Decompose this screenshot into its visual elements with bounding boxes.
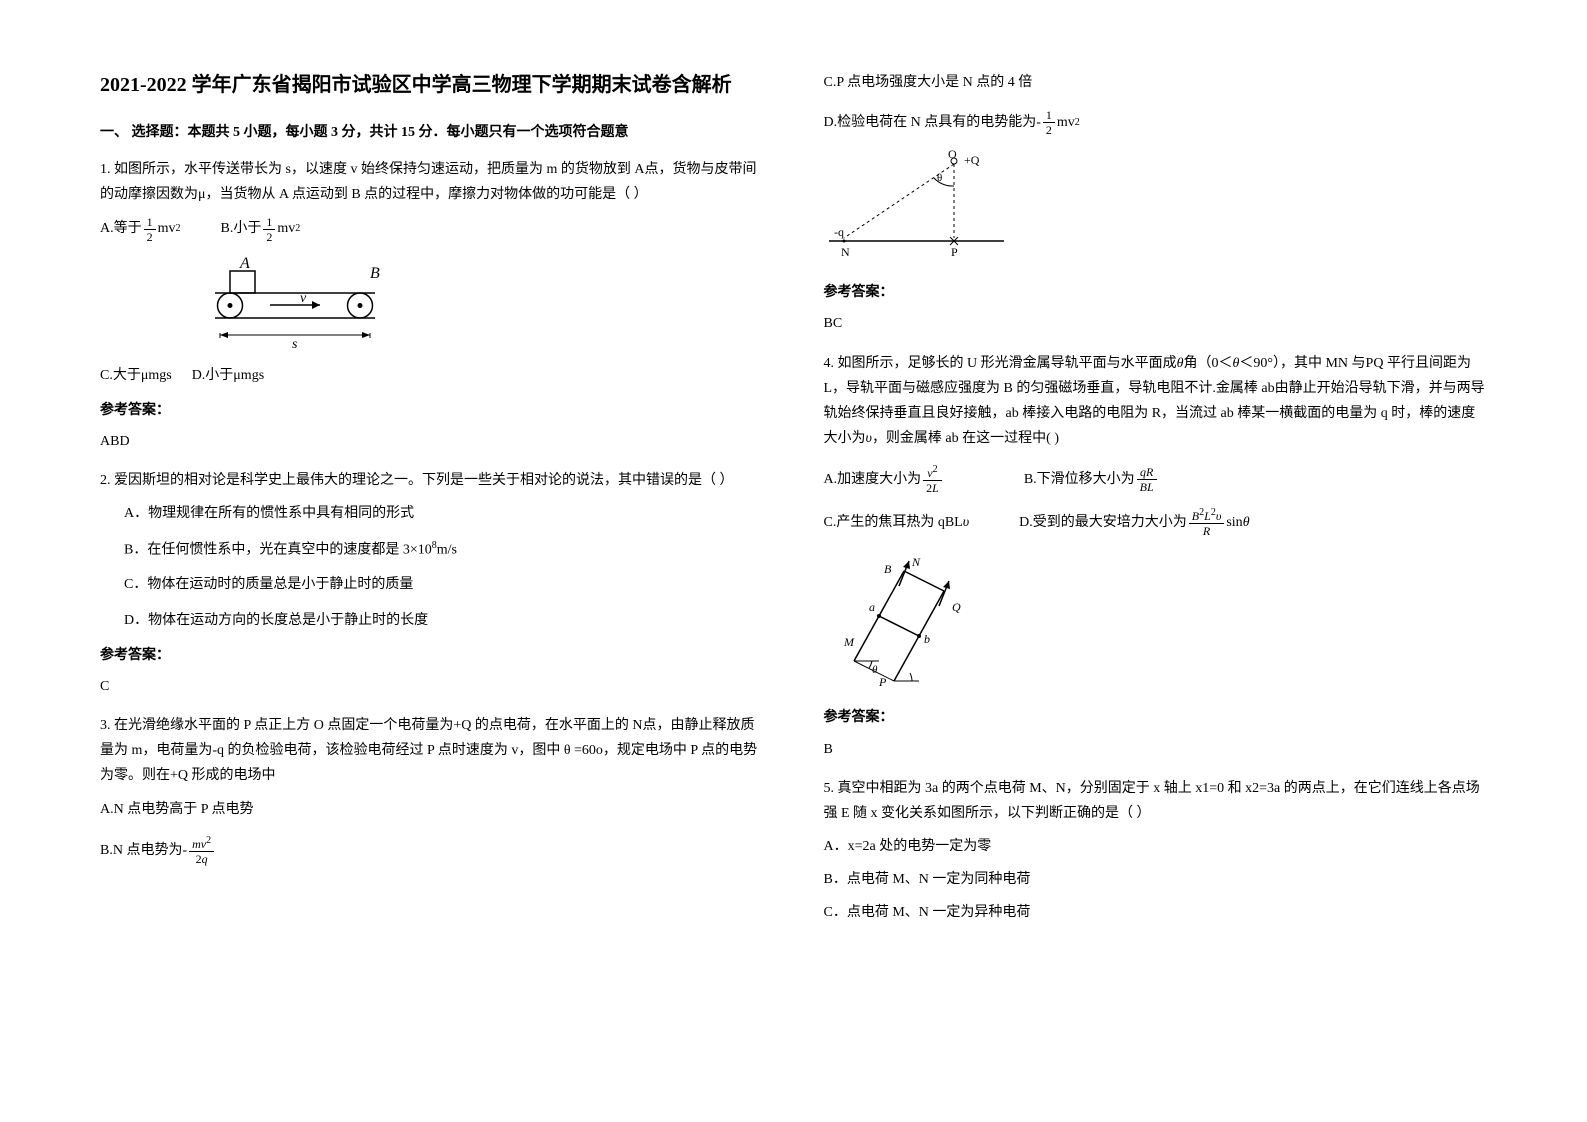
left-column: 2021-2022 学年广东省揭阳市试验区中学高三物理下学期期末试卷含解析 一、… (100, 70, 764, 936)
q4-text: 4. 如图所示，足够长的 U 形光滑金属导轨平面与水平面成θ角（0＜θ＜90°）… (824, 351, 1488, 452)
q2-optD: D．物体在运动方向的长度总是小于静止时的长度 (124, 608, 764, 633)
q1-optA-suffix: mv (158, 216, 176, 241)
svg-text:B: B (884, 562, 892, 576)
q4-answer: B (824, 737, 1488, 762)
q4-optB-prefix: B.下滑位移大小为 (1024, 467, 1135, 492)
svg-text:s: s (292, 337, 298, 352)
q4-optD-suffix: sin (1226, 510, 1242, 535)
rail-diagram: a b B N Q M θ P (824, 551, 1488, 691)
q1-optB-suffix: mv (277, 216, 295, 241)
q2-optC: C．物体在运动时的质量总是小于静止时的质量 (124, 572, 764, 597)
conveyor-diagram: A B v s (200, 253, 764, 353)
q4-optA: A.加速度大小为 v22L (824, 465, 944, 494)
q2-optA: A．物理规律在所有的惯性系中具有相同的形式 (124, 501, 764, 526)
theta-symbol: θ (1243, 510, 1250, 535)
svg-text:N: N (911, 555, 921, 569)
q2-text: 2. 爱因斯坦的相对论是科学史上最伟大的理论之一。下列是一些关于相对论的说法，其… (100, 468, 764, 493)
svg-text:v: v (300, 291, 307, 306)
answer-label: 参考答案： (100, 398, 764, 423)
svg-text:θ: θ (937, 172, 942, 184)
exponent: 2 (1075, 114, 1080, 132)
fraction: qRBL (1137, 466, 1157, 493)
q5-optB: B．点电荷 M、N 一定为同种电荷 (824, 867, 1488, 892)
question-4: 4. 如图所示，足够长的 U 形光滑金属导轨平面与水平面成θ角（0＜θ＜90°）… (824, 351, 1488, 762)
svg-text:B: B (370, 265, 380, 282)
q5-optA: A．x=2a 处的电势一定为零 (824, 834, 1488, 859)
q3-optD: D.检验电荷在 N 点具有的电势能为- 12 mv2 (824, 109, 1488, 136)
svg-text:a: a (869, 600, 875, 614)
q4-options-cd: C.产生的焦耳热为 qBLυ D.受到的最大安培力大小为 B2L2υR sin … (824, 508, 1488, 537)
svg-text:A: A (239, 255, 250, 272)
section-header: 一、 选择题：本题共 5 小题，每小题 3 分，共计 15 分．每小题只有一个选… (100, 120, 764, 145)
fraction: 12 (1043, 109, 1055, 136)
q5-text: 5. 真空中相距为 3a 的两个点电荷 M、N，分别固定于 x 轴上 x1=0 … (824, 776, 1488, 826)
charge-diagram: O +Q θ -q N P (824, 146, 1488, 266)
q1-optD: D.小于μmgs (192, 363, 264, 388)
q2-optB-suffix: m/s (437, 542, 457, 557)
svg-text:P: P (951, 245, 958, 259)
fraction: v22L (923, 465, 942, 494)
q2-optB-prefix: B．在任何惯性系中，光在真空中的速度都是 3×10 (124, 542, 432, 557)
svg-text:M: M (843, 635, 855, 649)
fraction: 12 (144, 216, 156, 243)
answer-label: 参考答案： (824, 705, 1488, 730)
q3-optA: A.N 点电势高于 P 点电势 (100, 797, 764, 822)
q1-optA-prefix: A.等于 (100, 216, 142, 241)
answer-label: 参考答案： (824, 280, 1488, 305)
answer-label: 参考答案： (100, 643, 764, 668)
exponent: 2 (295, 220, 300, 238)
svg-text:-q: -q (834, 225, 844, 239)
svg-text:O: O (948, 147, 957, 161)
q4-options-ab: A.加速度大小为 v22L B.下滑位移大小为 qRBL (824, 465, 1488, 494)
q1-optA: A.等于 12 mv2 (100, 216, 181, 243)
q4-optB: B.下滑位移大小为 qRBL (1024, 466, 1159, 493)
svg-text:b: b (924, 632, 930, 646)
q1-optC: C.大于μmgs (100, 363, 172, 388)
theta-symbol: θ (1177, 356, 1184, 371)
question-1: 1. 如图所示，水平传送带长为 s，以速度 v 始终保持匀速运动，把质量为 m … (100, 157, 764, 454)
v-symbol: υ (963, 510, 969, 535)
q3-optB: B.N 点电势为- mv22q (100, 836, 764, 865)
q4-p4: ，则金属棒 ab 在这一过程中( ) (872, 431, 1059, 446)
q3-answer: BC (824, 311, 1488, 336)
q4-optC-prefix: C.产生的焦耳热为 qBL (824, 510, 963, 535)
q2-optB: B．在任何惯性系中，光在真空中的速度都是 3×108m/s (124, 537, 764, 563)
right-column: C.P 点电场强度大小是 N 点的 4 倍 D.检验电荷在 N 点具有的电势能为… (824, 70, 1488, 936)
fraction: mv22q (189, 836, 214, 865)
question-3-continued: C.P 点电场强度大小是 N 点的 4 倍 D.检验电荷在 N 点具有的电势能为… (824, 70, 1488, 337)
q3-optB-prefix: B.N 点电势为- (100, 838, 187, 863)
q4-optD-prefix: D.受到的最大安培力大小为 (1019, 510, 1187, 535)
q1-options-cd: C.大于μmgs D.小于μmgs (100, 363, 764, 388)
q4-p1: 4. 如图所示，足够长的 U 形光滑金属导轨平面与水平面成 (824, 356, 1177, 371)
q1-answer: ABD (100, 429, 764, 454)
q1-options-ab: A.等于 12 mv2 B.小于 12 mv2 (100, 216, 764, 243)
svg-text:θ: θ (872, 664, 878, 676)
q5-optC: C．点电荷 M、N 一定为异种电荷 (824, 900, 1488, 925)
q3-optC: C.P 点电场强度大小是 N 点的 4 倍 (824, 70, 1488, 95)
q3-optD-suffix: mv (1057, 110, 1075, 135)
question-5: 5. 真空中相距为 3a 的两个点电荷 M、N，分别固定于 x 轴上 x1=0 … (824, 776, 1488, 926)
svg-text:Q: Q (952, 600, 961, 614)
q1-optB-prefix: B.小于 (221, 216, 262, 241)
svg-text:+Q: +Q (964, 153, 980, 167)
q3-text: 3. 在光滑绝缘水平面的 P 点正上方 O 点固定一个电荷量为+Q 的点电荷，在… (100, 713, 764, 789)
q4-optD: D.受到的最大安培力大小为 B2L2υR sin θ (1019, 508, 1249, 537)
q1-text: 1. 如图所示，水平传送带长为 s，以速度 v 始终保持匀速运动，把质量为 m … (100, 157, 764, 207)
q4-optA-prefix: A.加速度大小为 (824, 467, 922, 492)
svg-text:P: P (878, 675, 887, 689)
document-title: 2021-2022 学年广东省揭阳市试验区中学高三物理下学期期末试卷含解析 (100, 70, 764, 100)
question-3: 3. 在光滑绝缘水平面的 P 点正上方 O 点固定一个电荷量为+Q 的点电荷，在… (100, 713, 764, 865)
svg-text:N: N (841, 245, 850, 259)
q1-optB: B.小于 12 mv2 (221, 216, 301, 243)
question-2: 2. 爱因斯坦的相对论是科学史上最伟大的理论之一。下列是一些关于相对论的说法，其… (100, 468, 764, 699)
q3-optD-prefix: D.检验电荷在 N 点具有的电势能为- (824, 110, 1041, 135)
q4-p2: 角（0＜ (1184, 356, 1233, 371)
exponent: 2 (176, 220, 181, 238)
fraction: 12 (263, 216, 275, 243)
fraction: B2L2υR (1189, 508, 1225, 537)
q4-optC: C.产生的焦耳热为 qBLυ (824, 510, 970, 535)
q2-answer: C (100, 674, 764, 699)
